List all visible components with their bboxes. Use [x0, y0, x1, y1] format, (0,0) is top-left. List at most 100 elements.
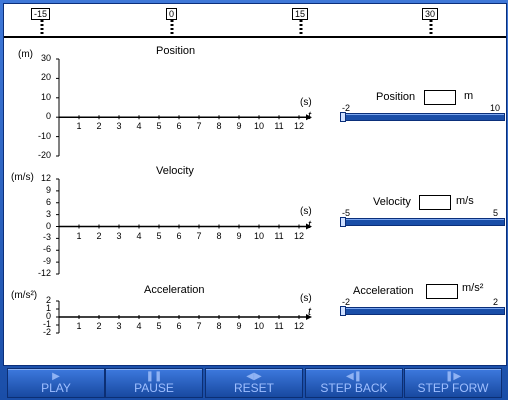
x-tick-label: 2 [96, 121, 102, 132]
x-tick-label: 7 [196, 230, 202, 241]
step-forward-button[interactable]: ❚▶ STEP FORW [404, 368, 502, 398]
simulation-panel: -15 0 15 30 Position (m) (s) t 3020100-1… [3, 3, 507, 366]
position-axes [56, 58, 312, 157]
x-tick-label: 11 [274, 230, 284, 241]
playback-toolbar: ▶ PLAY ❚❚ PAUSE ◀▶ RESET ◀❚ STEP BACK ❚▶… [0, 366, 508, 400]
y-tick-label: -12 [37, 268, 51, 278]
time-unit: (s) [300, 206, 312, 217]
slider-knob[interactable] [340, 217, 346, 227]
control-label: Acceleration [353, 285, 414, 297]
play-label: PLAY [41, 381, 71, 395]
x-tick-label: 3 [116, 230, 122, 241]
slider-knob[interactable] [340, 112, 346, 122]
plot-title: Velocity [156, 165, 194, 177]
y-tick-label: -3 [42, 232, 51, 243]
x-axis-arrow [306, 114, 312, 121]
reset-button[interactable]: ◀▶ RESET [205, 368, 303, 398]
control-label: Velocity [373, 196, 411, 208]
time-unit: (s) [300, 293, 312, 304]
step-back-button[interactable]: ◀❚ STEP BACK [305, 368, 403, 398]
slider-min: -2 [342, 297, 351, 307]
x-tick-label: 3 [116, 321, 122, 331]
x-tick-label: 10 [253, 121, 264, 132]
pause-button[interactable]: ❚❚ PAUSE [105, 368, 203, 398]
x-tick-label: 1 [76, 121, 82, 132]
x-tick-label: 4 [136, 230, 142, 241]
velocity-control: Velocity m/s -5 5 [338, 191, 506, 231]
position-control: Position m -2 10 [338, 86, 506, 126]
track-svg [4, 20, 506, 38]
y-tick-label: 30 [40, 53, 51, 63]
time-var: t [308, 306, 312, 318]
x-tick-label: 9 [236, 230, 242, 241]
y-tick-label: -1 [42, 319, 51, 329]
play-button[interactable]: ▶ PLAY [7, 368, 105, 398]
acceleration-control: Acceleration m/s² -2 2 [338, 280, 506, 320]
plot-unit: (m) [18, 49, 33, 60]
y-tick-label: 12 [40, 173, 51, 183]
y-tick-label: -20 [37, 150, 51, 160]
acceleration-slider[interactable] [340, 307, 505, 315]
reset-icon: ◀▶ [246, 371, 262, 382]
play-icon: ▶ [52, 371, 60, 382]
velocity-slider[interactable] [340, 218, 505, 226]
step-back-label: STEP BACK [320, 381, 388, 395]
y-tick-label: -2 [42, 327, 51, 337]
slider-max: 2 [493, 297, 499, 307]
x-tick-label: 6 [176, 321, 182, 331]
x-tick-label: 7 [196, 321, 202, 331]
x-tick-label: 12 [293, 230, 304, 241]
x-tick-label: 2 [96, 321, 102, 331]
x-tick-label: 10 [253, 230, 264, 241]
plot-unit: (m/s²) [11, 290, 38, 301]
x-tick-label: 12 [293, 321, 304, 331]
time-unit: (s) [300, 97, 312, 108]
x-tick-label: 12 [293, 121, 304, 132]
y-tick-label: 1 [45, 303, 51, 313]
x-tick-label: 5 [156, 230, 162, 241]
time-var: t [308, 219, 312, 231]
x-tick-label: 1 [76, 321, 82, 331]
y-tick-label: 10 [40, 91, 51, 102]
slider-max: 5 [493, 208, 499, 218]
x-tick-label: 4 [136, 321, 142, 331]
acceleration-axes [56, 300, 312, 334]
position-plot: Position (m) (s) t 3020100-10-2012345678… [4, 42, 334, 162]
plot-unit: (m/s) [11, 172, 34, 183]
x-tick-label: 11 [274, 121, 284, 132]
x-tick-label: 9 [236, 121, 242, 132]
track-marker: -15 [31, 8, 51, 20]
y-tick-label: 3 [45, 208, 51, 219]
x-axis-arrow [306, 223, 312, 230]
x-axis-arrow [306, 314, 312, 320]
x-tick-label: 5 [156, 321, 162, 331]
pause-label: PAUSE [134, 381, 174, 395]
position-value-box[interactable] [424, 90, 456, 105]
slider-min: -2 [342, 103, 351, 113]
y-tick-label: 20 [40, 72, 51, 83]
x-tick-label: 2 [96, 230, 102, 241]
x-tick-label: 11 [274, 321, 284, 331]
acceleration-value-box[interactable] [426, 284, 458, 299]
y-tick-label: -10 [37, 130, 51, 141]
velocity-plot: Velocity (m/s) (s) t 12 9 6 3 0 -3 -6 -9 -12 1 2 3 4… [4, 162, 334, 282]
slider-min: -5 [342, 208, 351, 218]
track-marker: 30 [422, 8, 439, 20]
step-back-icon: ◀❚ [345, 371, 363, 382]
x-tick-label: 3 [116, 121, 122, 132]
plot-title: Acceleration [144, 284, 205, 296]
track-marker: 15 [292, 8, 309, 20]
velocity-value-box[interactable] [419, 195, 451, 210]
pause-icon: ❚❚ [145, 371, 163, 382]
slider-knob[interactable] [340, 306, 346, 316]
position-slider[interactable] [340, 113, 505, 121]
x-tick-label: 5 [156, 121, 162, 132]
control-unit: m/s [456, 195, 474, 207]
x-tick-label: 9 [236, 321, 242, 331]
y-tick-label: 0 [45, 111, 51, 122]
y-tick-label: 2 [45, 295, 51, 305]
y-tick-label: 0 [45, 220, 51, 231]
x-tick-label: 8 [216, 321, 222, 331]
x-tick-label: 7 [196, 121, 202, 132]
